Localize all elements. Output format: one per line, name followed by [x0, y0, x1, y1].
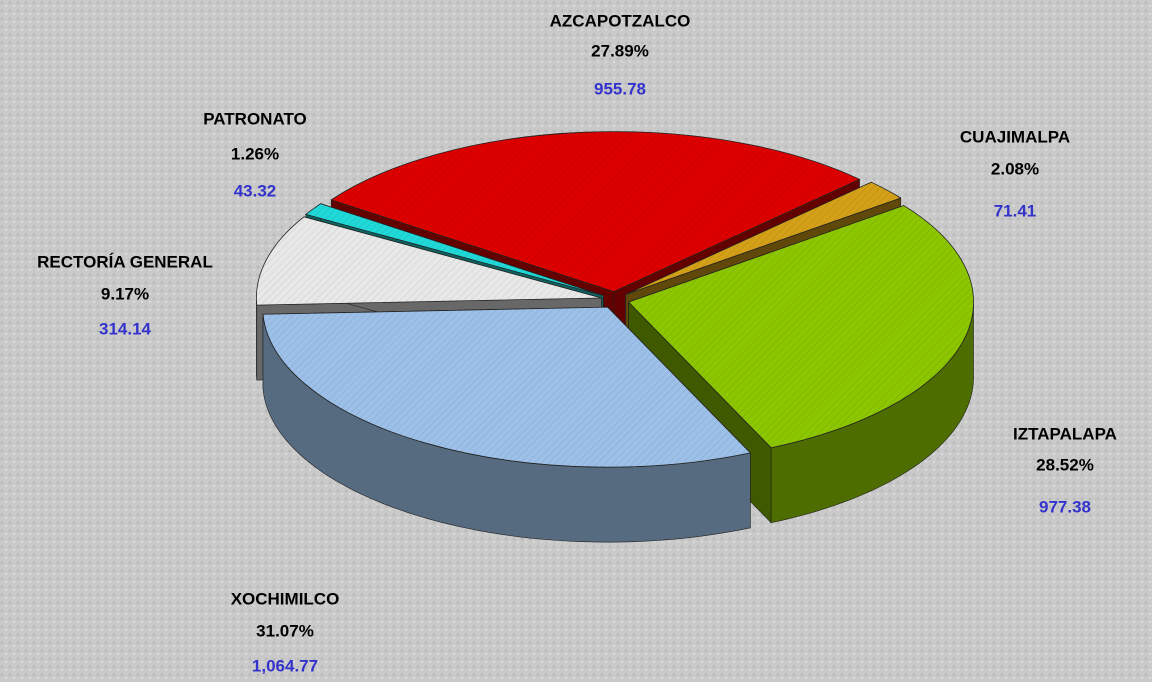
percent-label: 31.07% [256, 621, 314, 640]
amount-label: 71.41 [994, 201, 1037, 220]
category-label: AZCAPOTZALCO [550, 11, 691, 30]
percent-label: 2.08% [991, 159, 1039, 178]
category-label: XOCHIMILCO [231, 589, 340, 608]
percent-label: 1.26% [231, 144, 279, 163]
slice-hatch [628, 205, 974, 448]
category-label: IZTAPALAPA [1013, 424, 1117, 443]
category-label: PATRONATO [203, 109, 307, 128]
percent-label: 9.17% [101, 284, 149, 303]
category-label: RECTORÍA GENERAL [37, 252, 213, 271]
amount-label: 314.14 [99, 319, 152, 338]
slice-hatch [305, 203, 604, 296]
slice-hatch [331, 131, 860, 292]
slice-hatch [625, 182, 901, 295]
percent-label: 27.89% [591, 41, 649, 60]
amount-label: 977.38 [1039, 497, 1091, 516]
slice-hatch [263, 307, 751, 468]
amount-label: 43.32 [234, 181, 277, 200]
percent-label: 28.52% [1036, 455, 1094, 474]
category-label: CUAJIMALPA [960, 127, 1070, 146]
slice-hatch [256, 216, 602, 306]
amount-label: 955.78 [594, 79, 646, 98]
amount-label: 1,064.77 [252, 656, 318, 675]
